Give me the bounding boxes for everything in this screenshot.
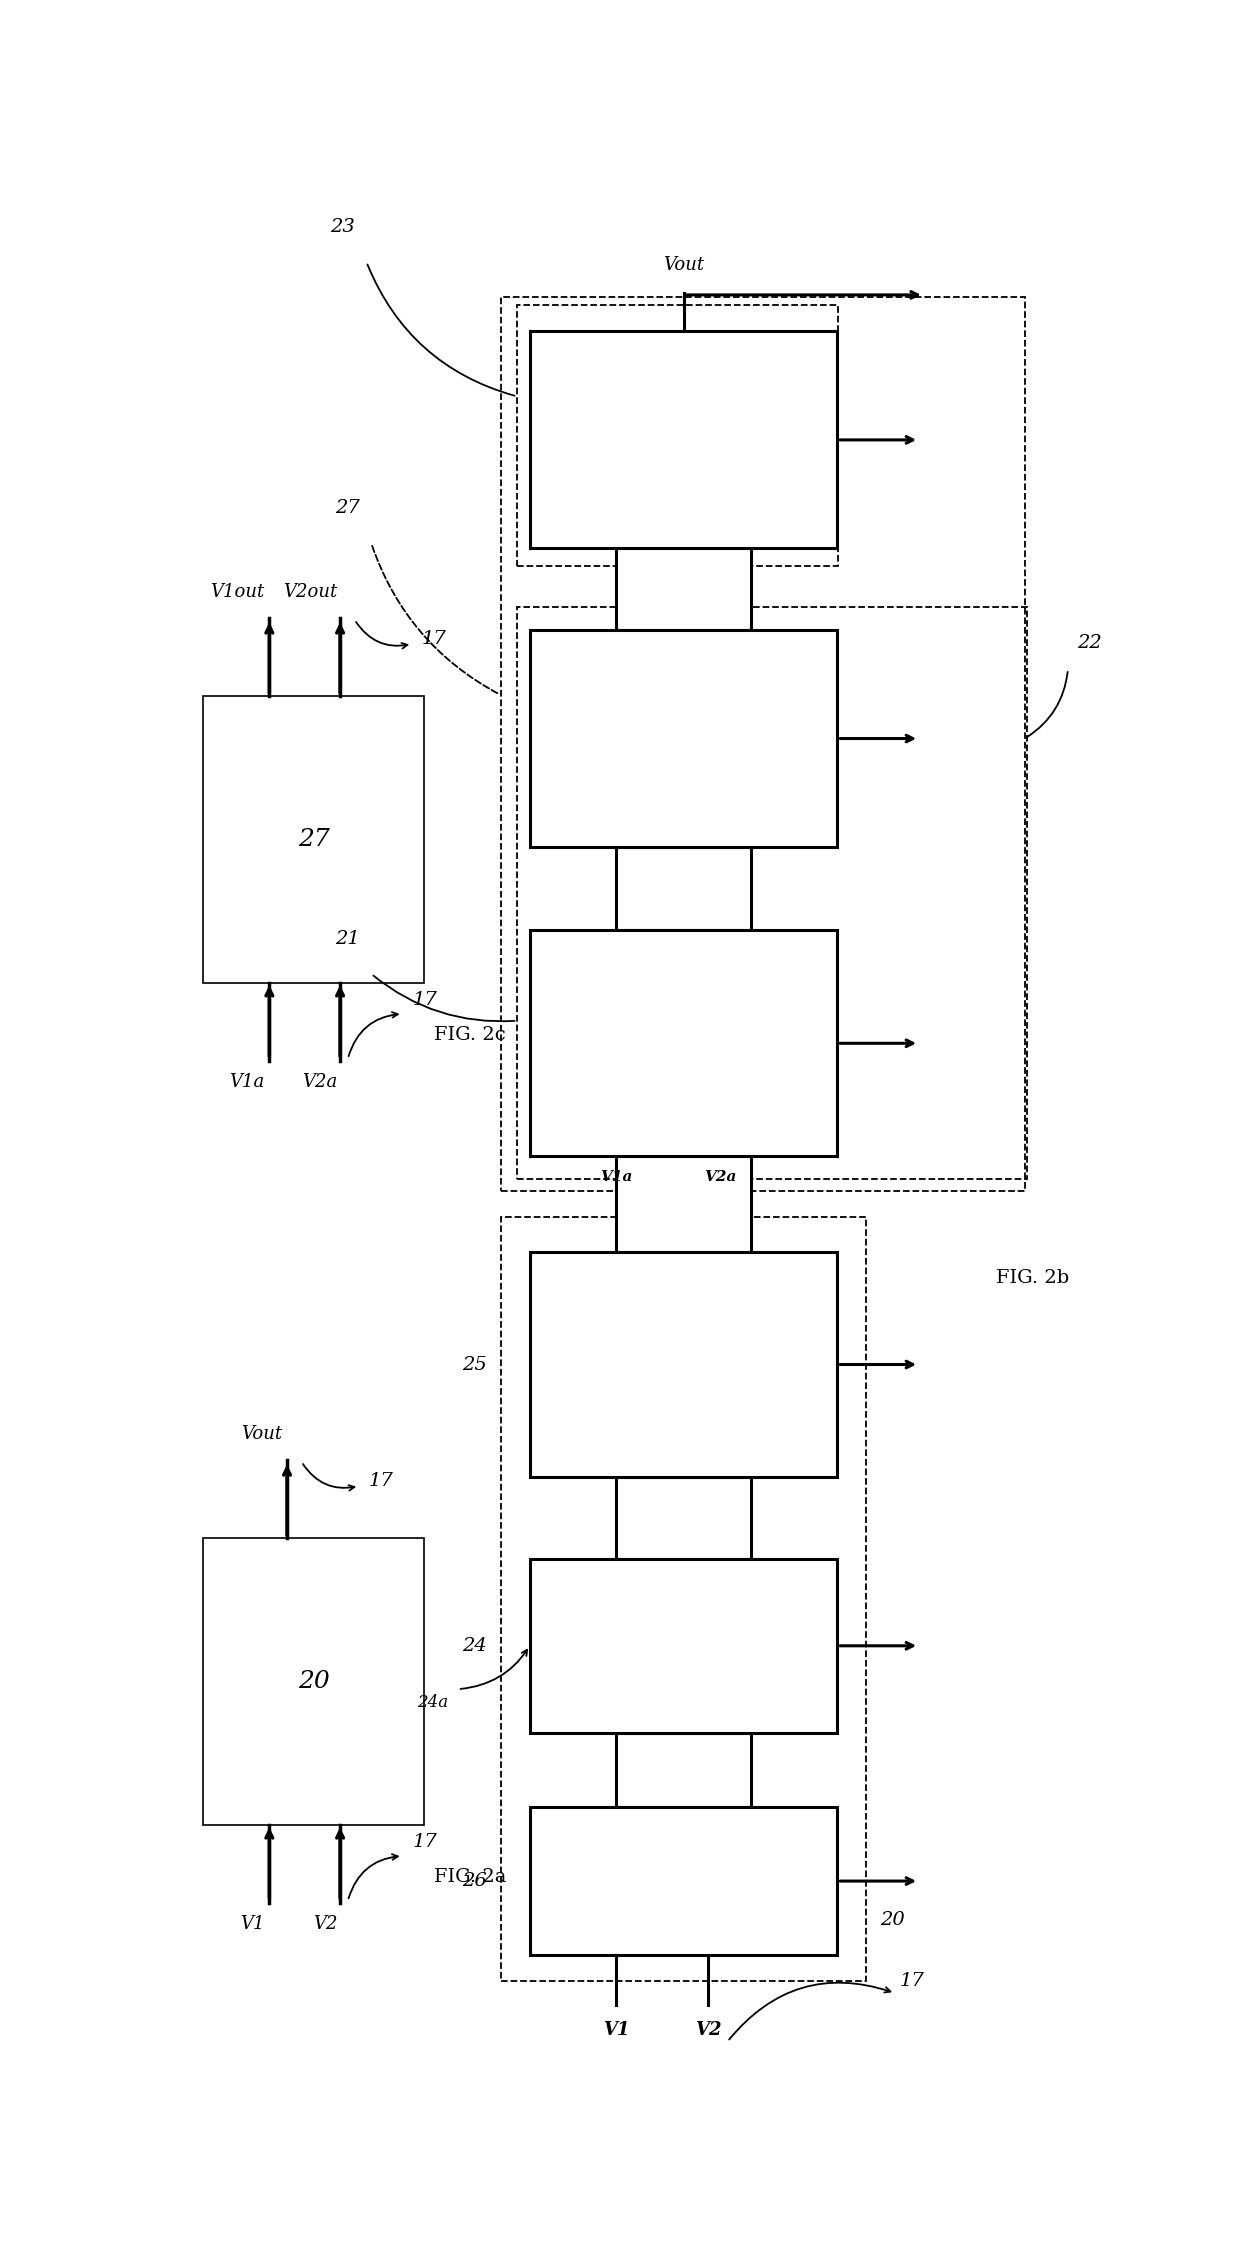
Text: 17: 17	[368, 1473, 393, 1491]
Text: V2: V2	[694, 2020, 722, 2039]
Text: 20: 20	[880, 1910, 905, 1928]
Text: 23: 23	[330, 219, 355, 237]
Text: V2out: V2out	[283, 582, 337, 600]
Bar	[616, 1157, 751, 1252]
Bar	[616, 848, 751, 931]
Bar	[529, 331, 837, 548]
Bar	[616, 1477, 751, 1558]
Bar	[529, 1558, 837, 1732]
Text: FIG. 2a: FIG. 2a	[434, 1867, 506, 1885]
Text: V2a: V2a	[704, 1170, 737, 1184]
Text: V1out: V1out	[211, 582, 264, 600]
Text: 17: 17	[412, 1833, 436, 1851]
Text: V2a: V2a	[303, 1073, 337, 1091]
Text: 21: 21	[335, 929, 360, 947]
Text: 20: 20	[298, 1671, 330, 1694]
Text: 22: 22	[1078, 634, 1102, 652]
Text: 24: 24	[461, 1637, 486, 1655]
Text: 17: 17	[900, 1971, 925, 1989]
Text: 24a: 24a	[417, 1694, 448, 1712]
Text: FIG. 2c: FIG. 2c	[434, 1026, 506, 1044]
Text: 27: 27	[298, 828, 330, 850]
Text: V1: V1	[241, 1914, 264, 1933]
Text: 26: 26	[461, 1872, 486, 1890]
Bar	[529, 1806, 837, 1955]
Text: Vout: Vout	[663, 257, 704, 275]
Text: 17: 17	[412, 990, 436, 1008]
Bar	[501, 1218, 866, 1980]
Bar	[203, 697, 424, 983]
Bar	[616, 548, 751, 629]
Bar	[529, 629, 837, 848]
Text: V2: V2	[312, 1914, 337, 1933]
Bar	[517, 304, 838, 566]
Bar	[529, 1252, 837, 1477]
Text: Vout: Vout	[241, 1425, 283, 1443]
Bar	[529, 931, 837, 1157]
Text: 27: 27	[335, 498, 360, 516]
Text: V1a: V1a	[229, 1073, 264, 1091]
Text: 17: 17	[422, 629, 446, 647]
Text: V1a: V1a	[600, 1170, 632, 1184]
Bar	[616, 1732, 751, 1806]
Text: FIG. 2b: FIG. 2b	[996, 1270, 1069, 1288]
Text: 25: 25	[461, 1355, 486, 1373]
Text: V1: V1	[603, 2020, 629, 2039]
Bar	[517, 607, 1027, 1179]
Bar	[203, 1538, 424, 1824]
Bar	[501, 298, 1024, 1191]
